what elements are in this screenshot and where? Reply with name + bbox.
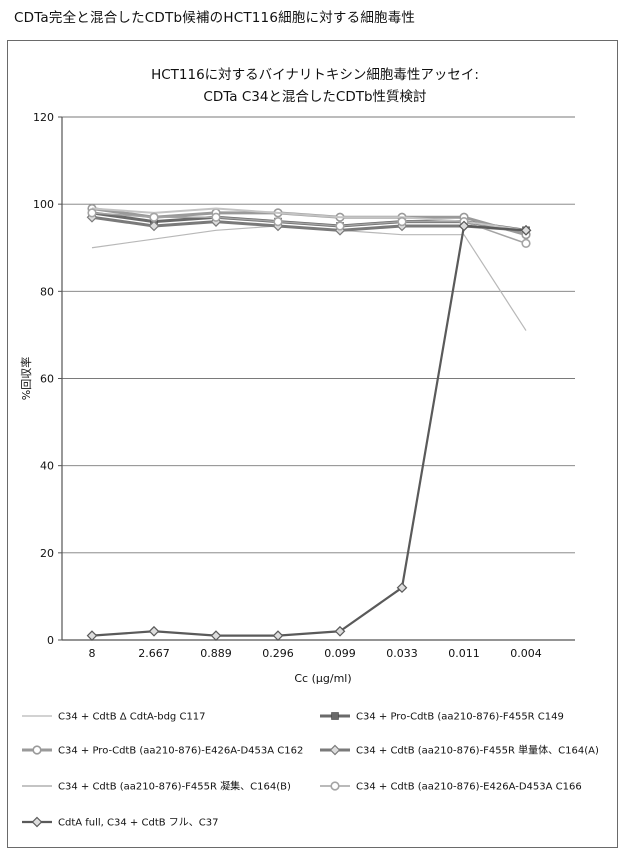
x-tick-label-6: 0.011 <box>448 647 480 660</box>
series-5 <box>87 208 531 248</box>
legend-label-3: C34 + CdtB (aa210-876)-F455R 単量体、C164(A) <box>356 744 599 757</box>
legend-swatch-marker-3 <box>329 744 341 756</box>
x-tick-label-0: 8 <box>89 647 96 660</box>
legend-label-0: C34 + CdtB Δ CdtA-bdg C117 <box>58 712 206 723</box>
series-5-point-0 <box>87 208 97 218</box>
y-tick-label-80: 80 <box>40 285 54 298</box>
series-line-6 <box>91 224 527 637</box>
series-5-point-1 <box>149 212 159 222</box>
legend-label-1: C34 + Pro-CdtB (aa210-876)-F455R C149 <box>356 712 564 723</box>
legend-swatch-marker-1 <box>331 712 339 720</box>
series-line-3 <box>91 215 527 232</box>
legend-label-5: C34 + CdtB (aa210-876)-E426A-D453A C166 <box>356 782 582 793</box>
series-5-point-2 <box>211 212 221 222</box>
series-6-point-4 <box>334 625 346 637</box>
legend-swatch-marker-6 <box>31 816 43 828</box>
y-tick-label-120: 120 <box>33 111 54 124</box>
series-5-point-7 <box>521 238 531 248</box>
legend-label-4: C34 + CdtB (aa210-876)-F455R 凝集、C164(B) <box>58 780 291 793</box>
series-line-5 <box>91 212 527 245</box>
legend-item-2: C34 + Pro-CdtB (aa210-876)-E426A-D453A C… <box>22 745 303 757</box>
series-5-point-3 <box>273 217 283 227</box>
x-tick-label-3: 0.296 <box>262 647 294 660</box>
legend-label-6: CdtA full, C34 + CdtB フル、C37 <box>58 818 218 829</box>
y-tick-label-40: 40 <box>40 460 54 473</box>
legend-item-3: C34 + CdtB (aa210-876)-F455R 単量体、C164(A) <box>320 744 599 757</box>
x-tick-label-5: 0.033 <box>386 647 418 660</box>
y-tick-label-100: 100 <box>33 198 54 211</box>
series-6-point-2 <box>210 630 222 641</box>
series-5-point-4 <box>335 221 345 231</box>
chart-panel <box>7 40 618 848</box>
legend-item-6: CdtA full, C34 + CdtB フル、C37 <box>22 816 218 829</box>
x-tick-label-2: 0.889 <box>200 647 232 660</box>
legend-label-2: C34 + Pro-CdtB (aa210-876)-E426A-D453A C… <box>58 746 303 757</box>
y-axis-label: %回収率 <box>19 357 33 400</box>
x-tick-label-1: 2.667 <box>138 647 170 660</box>
series-6-point-6 <box>458 220 470 232</box>
x-axis-label: Cc (μg/ml) <box>294 672 351 685</box>
series-3-point-1 <box>148 220 160 232</box>
chart-title-line1: HCT116に対するバイナリトキシン細胞毒性アッセイ: <box>151 67 479 83</box>
series-5-point-5 <box>397 217 407 227</box>
legend-item-1: C34 + Pro-CdtB (aa210-876)-F455R C149 <box>320 712 564 723</box>
series-6-point-1 <box>148 625 160 637</box>
legend-item-0: C34 + CdtB Δ CdtA-bdg C117 <box>22 712 206 723</box>
series-6-point-7 <box>520 224 532 236</box>
x-tick-label-4: 0.099 <box>324 647 356 660</box>
figure-title: CDTa完全と混合したCDTb候補のHCT116細胞に対する細胞毒性 <box>14 10 416 26</box>
legend-item-5: C34 + CdtB (aa210-876)-E426A-D453A C166 <box>320 781 582 793</box>
series-6-point-3 <box>272 630 284 641</box>
series-6 <box>86 220 532 641</box>
y-tick-label-0: 0 <box>47 634 54 647</box>
x-tick-label-7: 0.004 <box>510 647 542 660</box>
series-6-point-0 <box>86 630 98 641</box>
legend-item-4: C34 + CdtB (aa210-876)-F455R 凝集、C164(B) <box>22 780 291 793</box>
y-tick-label-60: 60 <box>40 373 54 386</box>
y-tick-label-20: 20 <box>40 547 54 560</box>
chart-title-line2: CDTa C34と混合したCDTb性質検討 <box>203 89 426 105</box>
legend-swatch-marker-2 <box>32 745 42 755</box>
legend-swatch-marker-5 <box>330 781 340 791</box>
series-6-point-5 <box>396 582 408 594</box>
